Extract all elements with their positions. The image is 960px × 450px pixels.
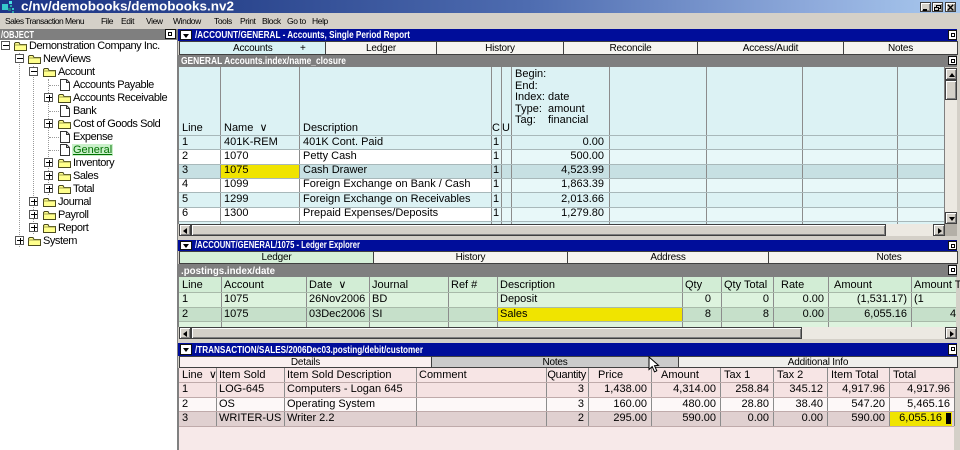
- svg-text:/ACCOUNT/GENERAL/1075 - Ledger: /ACCOUNT/GENERAL/1075 - Ledger Explorer: [195, 240, 360, 251]
- svg-text:/OBJECT: /OBJECT: [1, 30, 34, 41]
- svg-text:GENERAL Accounts.index/name_cl: GENERAL Accounts.index/name_closure: [181, 56, 346, 67]
- svg-text:/ACCOUNT/GENERAL - Accounts, S: /ACCOUNT/GENERAL - Accounts, Single Peri…: [195, 30, 411, 41]
- svg-text:c/nv/demobooks/demobooks.nv2: c/nv/demobooks/demobooks.nv2: [21, 0, 234, 13]
- svg-text:.postings.index/date: .postings.index/date: [181, 266, 275, 277]
- svg-text:/TRANSACTION/SALES/2006Dec03.p: /TRANSACTION/SALES/2006Dec03.posting/deb…: [195, 345, 423, 356]
